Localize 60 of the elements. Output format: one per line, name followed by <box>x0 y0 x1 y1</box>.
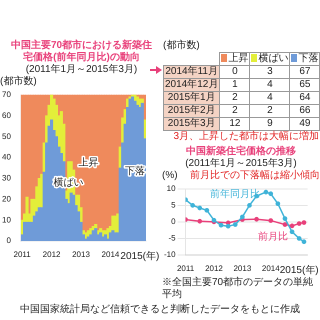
chart-subtitle: (2011年1月～2015年3月) <box>24 64 138 76</box>
x-tick-label: 2013 <box>72 250 90 260</box>
legend-label: 横ばい <box>250 52 290 66</box>
y-tick-label: 0 <box>6 236 12 246</box>
x-tick-label: 2013 <box>233 264 252 274</box>
x-tick-label: 2011 <box>14 250 32 260</box>
category-label: 2015年3月 <box>164 118 220 130</box>
data-label: 3 <box>250 66 290 78</box>
text: 中国国家統計局など信頼できると判断したデータをもとに作成 <box>19 304 301 316</box>
y-tick-label: -10 <box>164 250 176 260</box>
y-tick-label: 10 <box>166 184 176 194</box>
category-label: 2015年1月 <box>164 92 220 104</box>
data-label: 4 <box>250 78 290 92</box>
x-tick-label: 2012 <box>205 264 224 274</box>
data-label: 1 <box>220 78 250 92</box>
category-label: 2014年12月 <box>164 78 220 92</box>
data-label: 4 <box>250 92 290 104</box>
legend-label: 上昇 <box>220 52 250 66</box>
text: 前月比での下落幅は縮小傾向 <box>190 170 320 182</box>
y-tick-label: 10 <box>2 215 12 224</box>
y-axis-title: (都市数) <box>0 76 37 88</box>
data-label: 2 <box>220 104 250 118</box>
chart-subtitle: (2011年1月～2015年3月) <box>184 158 298 170</box>
category-label: 2014年11月 <box>164 66 220 78</box>
chart-title: 中国新築住宅価格の推移 <box>185 146 297 158</box>
y-tick-label: 70 <box>2 90 12 100</box>
y-tick-label: 40 <box>2 152 12 162</box>
text: 3月、上昇した都市は大幅に増加 <box>172 131 319 143</box>
data-label: 65 <box>290 78 320 92</box>
series-label: 上昇 <box>78 156 98 168</box>
y-tick-label: 20 <box>2 194 12 204</box>
series-label: 下落 <box>124 164 145 177</box>
data-label: 12 <box>220 118 250 130</box>
data-label: 2 <box>220 92 250 104</box>
data-label: 9 <box>250 118 290 130</box>
x-tick-label: 2011 <box>176 264 195 274</box>
y-tick-label: -5 <box>168 234 176 243</box>
category-label: 2015年2月 <box>164 104 220 118</box>
x-tick-label: 2015(年) <box>120 250 160 262</box>
chart-title: 中国主要70都市における新築住宅価格(前年同月比)の動向 <box>10 40 154 64</box>
y-tick-label: 50 <box>2 132 12 141</box>
text: ※全国主要70都市のデータの単純平均 <box>162 277 314 301</box>
x-tick-label: 2014 <box>102 250 120 260</box>
text: (都市数) <box>163 40 201 52</box>
data-label: 66 <box>290 104 320 118</box>
y-tick-label: 5 <box>171 200 176 210</box>
y-tick-label: 0 <box>171 217 176 226</box>
data-label: 67 <box>290 66 320 78</box>
x-tick-label: 2015(年) <box>280 264 319 276</box>
data-label: 0 <box>220 66 250 78</box>
x-tick-label: 2014 <box>262 264 280 274</box>
data-label: 64 <box>290 92 320 104</box>
data-label: 2 <box>250 104 290 118</box>
series-label: 前月比 <box>258 230 288 243</box>
y-tick-label: 30 <box>2 174 12 183</box>
x-tick-label: 2012 <box>42 250 62 260</box>
y-tick-label: 60 <box>2 110 12 120</box>
y-axis-title: (%) <box>162 170 178 182</box>
legend-label: 下落 <box>290 52 320 66</box>
data-label: 49 <box>290 118 320 130</box>
